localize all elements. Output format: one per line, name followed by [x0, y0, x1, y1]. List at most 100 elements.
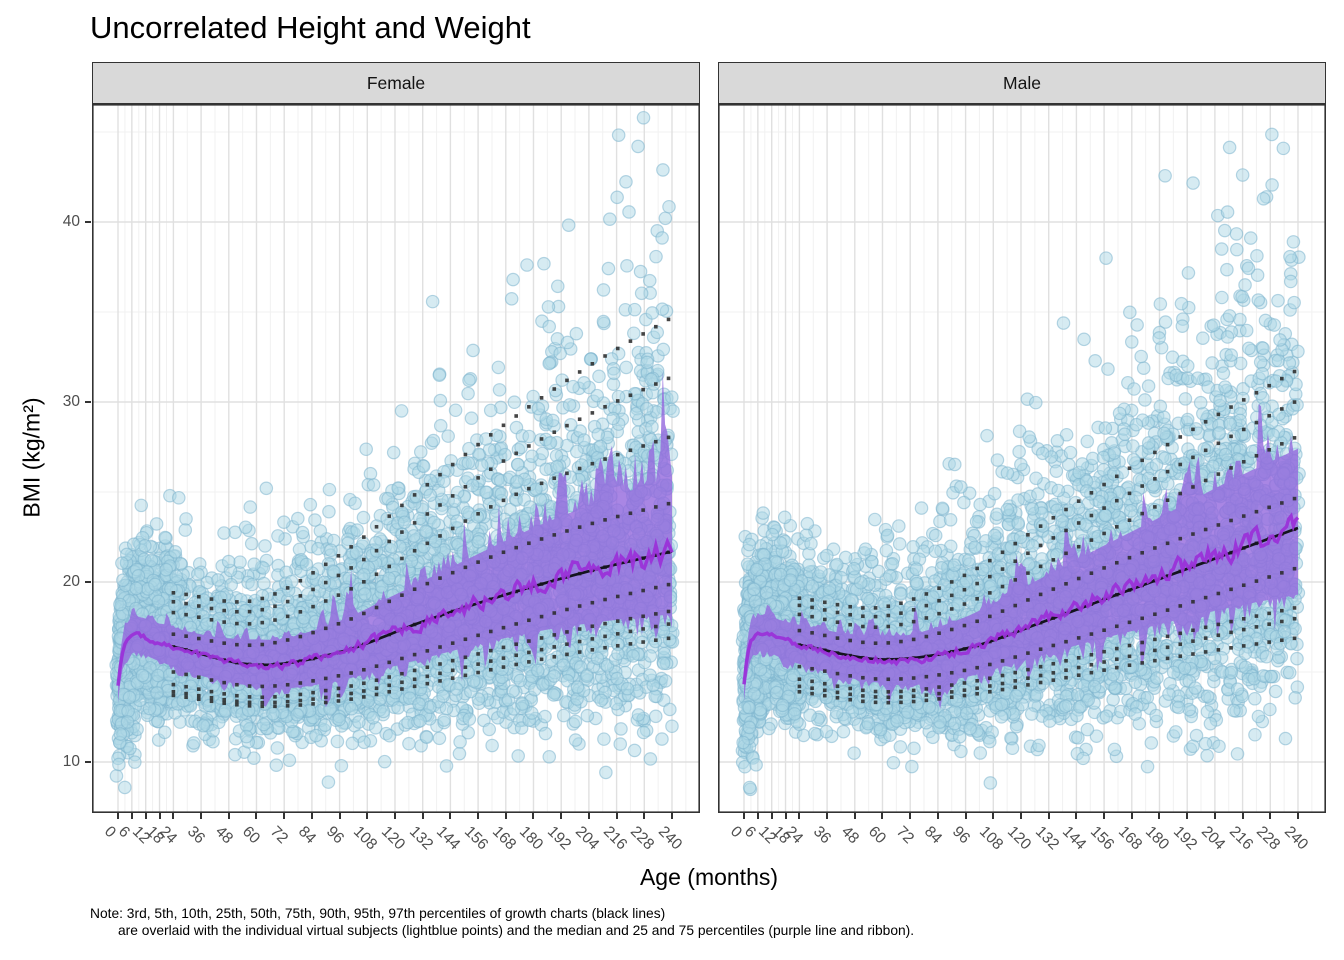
- y-tick-label: 40: [62, 213, 80, 230]
- x-tick-mark: [172, 813, 175, 819]
- x-tick-mark: [798, 813, 801, 819]
- x-tick-mark: [1130, 813, 1133, 819]
- x-tick-label: 36: [184, 823, 209, 848]
- y-tick-mark: [85, 401, 91, 403]
- x-tick-label: 168: [1114, 823, 1146, 854]
- x-tick-mark: [449, 813, 452, 819]
- x-tick-label: 132: [405, 823, 436, 854]
- facet-strip-male-label: Male: [1003, 72, 1041, 93]
- x-tick-mark: [1019, 813, 1022, 819]
- x-tick-mark: [560, 813, 563, 819]
- x-tick-mark: [158, 813, 161, 819]
- x-tick-label: 120: [377, 823, 409, 854]
- figure-note-line1: Note: 3rd, 5th, 10th, 25th, 50th, 75th, …: [90, 906, 666, 921]
- x-tick-mark: [532, 813, 535, 819]
- x-tick-mark: [756, 813, 759, 819]
- x-tick-label: 216: [1225, 823, 1256, 854]
- x-tick-label: 180: [1142, 823, 1173, 854]
- x-tick-label: 192: [544, 823, 575, 854]
- x-tick-mark: [615, 813, 618, 819]
- x-tick-label: 60: [239, 823, 264, 848]
- x-tick-mark: [1269, 813, 1272, 819]
- x-tick-label: 240: [1280, 823, 1312, 854]
- x-tick-mark: [853, 813, 856, 819]
- x-tick-mark: [881, 813, 884, 819]
- y-tick-mark: [85, 221, 91, 223]
- x-tick-label: 204: [1197, 823, 1229, 854]
- x-tick-label: 156: [1087, 823, 1118, 854]
- y-axis-title: BMI (kg/m²): [18, 397, 45, 518]
- x-tick-label: 204: [571, 823, 603, 854]
- y-tick-label: 10: [62, 753, 80, 770]
- x-tick-mark: [1296, 813, 1299, 819]
- x-tick-mark: [1213, 813, 1216, 819]
- x-tick-label: 96: [948, 823, 973, 848]
- x-tick-mark: [310, 813, 313, 819]
- x-tick-label: 144: [433, 823, 464, 854]
- y-tick-mark: [85, 761, 91, 763]
- x-tick-mark: [1075, 813, 1078, 819]
- x-tick-label: 72: [267, 823, 292, 848]
- x-axis-title: Age (months): [639, 864, 779, 890]
- x-tick-label: 120: [1003, 823, 1035, 854]
- x-tick-label: 84: [294, 823, 320, 848]
- x-tick-mark: [227, 813, 230, 819]
- x-tick-mark: [283, 813, 286, 819]
- x-tick-mark: [670, 813, 673, 819]
- x-tick-mark: [643, 813, 646, 819]
- female-panel-canvas: [92, 104, 700, 813]
- x-tick-label: 228: [627, 823, 658, 854]
- x-tick-label: 240: [654, 823, 686, 854]
- x-tick-mark: [936, 813, 939, 819]
- x-tick-mark: [366, 813, 369, 819]
- facet-male: Male 0 6 12 18 24 36 48 60 72 84 96 108 120 132 144 156…: [718, 62, 1326, 853]
- x-tick-mark: [504, 813, 507, 819]
- x-tick-label: 60: [865, 823, 890, 848]
- x-tick-mark: [130, 813, 133, 819]
- x-tick-label: 96: [322, 823, 347, 848]
- x-tick-label: 216: [599, 823, 630, 854]
- x-tick-mark: [743, 813, 745, 819]
- x-tick-label: 156: [461, 823, 492, 854]
- x-tick-mark: [1241, 813, 1244, 819]
- x-tick-label: 48: [837, 823, 862, 848]
- x-tick-mark: [1047, 813, 1050, 819]
- x-tick-mark: [1186, 813, 1189, 819]
- male-panel: [718, 104, 1326, 813]
- x-tick-mark: [992, 813, 995, 819]
- x-tick-label: 228: [1253, 823, 1284, 854]
- x-tick-label: 72: [893, 823, 918, 848]
- y-tick-mark: [85, 581, 91, 583]
- x-tick-label: 36: [810, 823, 835, 848]
- x-tick-mark: [477, 813, 480, 819]
- female-panel: [92, 104, 700, 813]
- x-tick-mark: [200, 813, 203, 819]
- x-tick-mark: [338, 813, 341, 819]
- x-tick-label: 192: [1170, 823, 1201, 854]
- x-tick-label: 84: [920, 823, 946, 848]
- x-tick-mark: [144, 813, 147, 819]
- x-tick-mark: [826, 813, 829, 819]
- x-tick-mark: [784, 813, 787, 819]
- y-tick-label: 20: [62, 573, 80, 590]
- y-tick-label: 30: [62, 393, 80, 410]
- male-panel-canvas: [718, 104, 1326, 813]
- facet-strip-female: Female: [92, 62, 700, 104]
- figure-note: Note: 3rd, 5th, 10th, 25th, 50th, 75th, …: [90, 905, 914, 939]
- x-tick-label: 144: [1059, 823, 1090, 854]
- figure-note-line2: are overlaid with the individual virtual…: [118, 923, 915, 938]
- x-tick-mark: [770, 813, 773, 819]
- x-tick-label: 108: [976, 823, 1007, 854]
- x-tick-mark: [587, 813, 590, 819]
- x-tick-mark: [117, 813, 119, 819]
- x-tick-label: 168: [488, 823, 520, 854]
- x-tick-mark: [393, 813, 396, 819]
- facet-strip-female-label: Female: [366, 72, 426, 93]
- x-tick-label: 132: [1031, 823, 1062, 854]
- x-tick-mark: [1158, 813, 1161, 819]
- x-tick-mark: [421, 813, 424, 819]
- x-tick-label: 108: [350, 823, 381, 854]
- facet-female: Female 0 6 12 18 24 36 48 60 72 84 96 108 120 132 144 1…: [92, 62, 700, 853]
- facet-strip-male: Male: [718, 62, 1326, 104]
